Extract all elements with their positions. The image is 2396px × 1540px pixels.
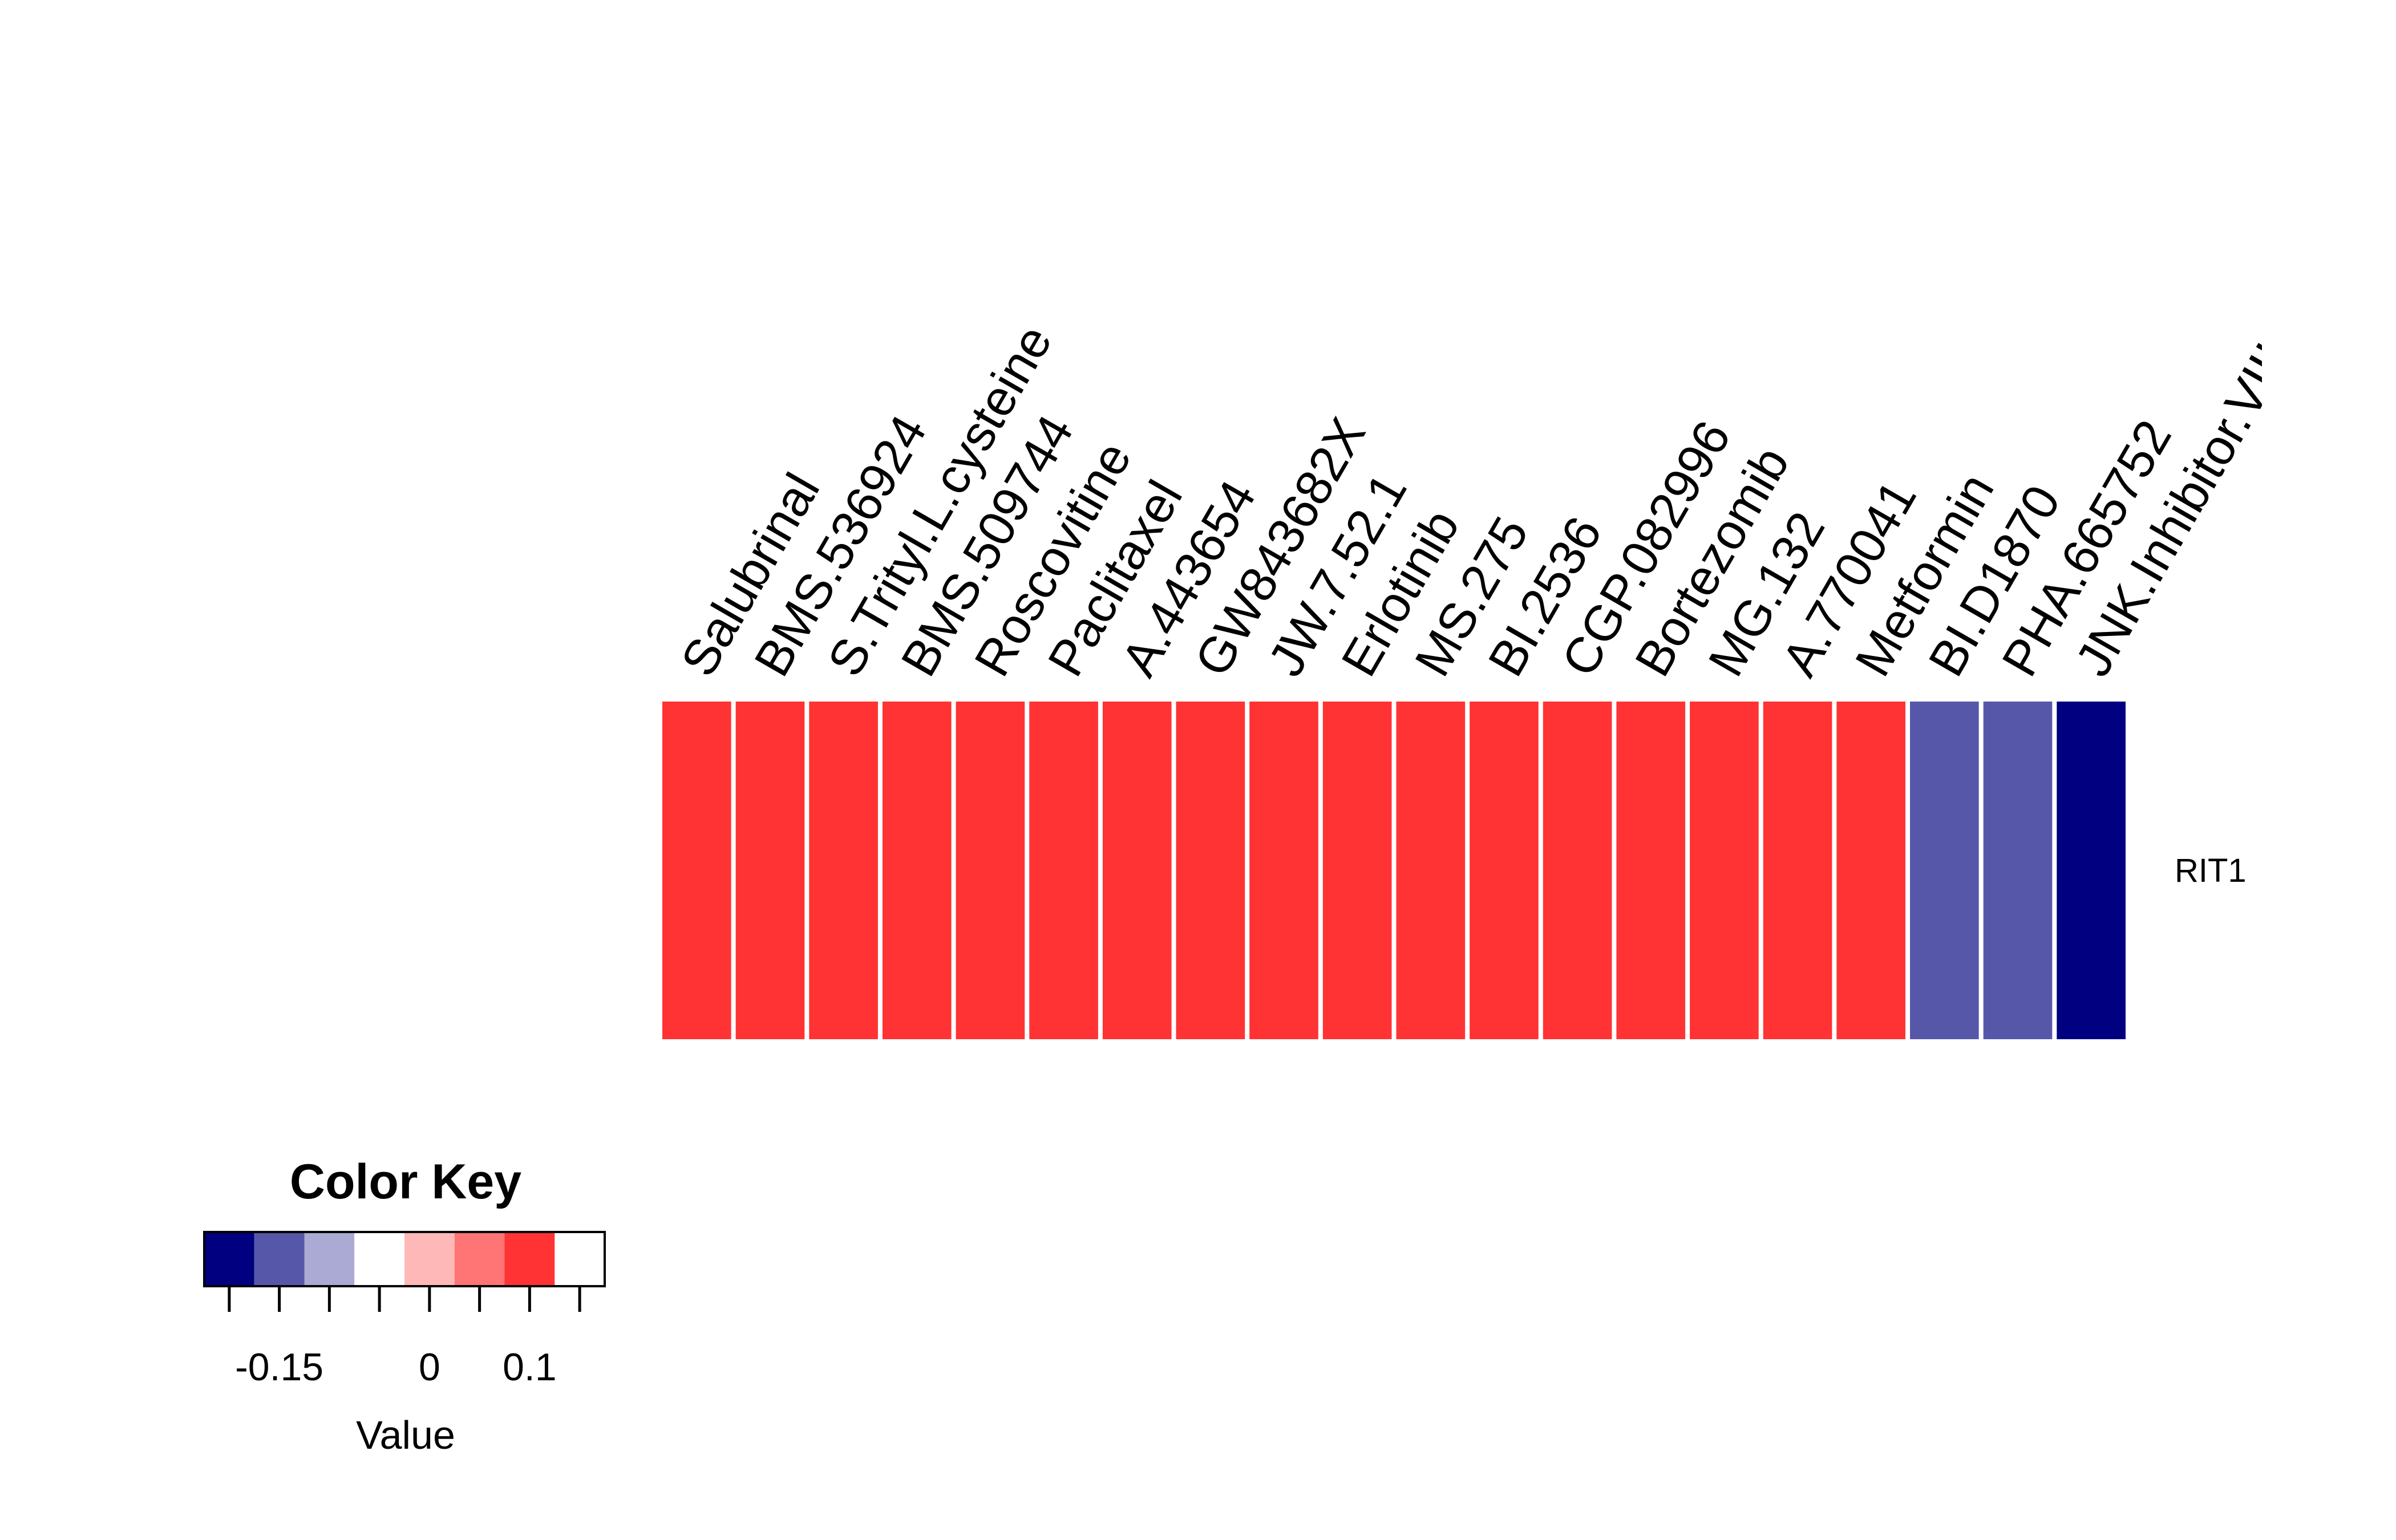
heatmap-cell bbox=[956, 702, 1025, 1039]
color-key-swatch bbox=[254, 1232, 305, 1286]
color-key-border bbox=[203, 1231, 606, 1287]
heatmap-cells bbox=[662, 702, 2126, 1039]
color-key-swatch bbox=[204, 1232, 254, 1286]
heatmap-cell bbox=[1616, 702, 1686, 1039]
heatmap-cell bbox=[662, 702, 731, 1039]
heatmap-cell bbox=[1910, 702, 1979, 1039]
color-key-swatch bbox=[404, 1232, 455, 1286]
color-key-tick-label: -0.15 bbox=[235, 1346, 323, 1389]
heatmap-cell bbox=[1763, 702, 1832, 1039]
heatmap-cell bbox=[1543, 702, 1612, 1039]
heatmap-cell bbox=[1690, 702, 1759, 1039]
heatmap-cell bbox=[1396, 702, 1466, 1039]
heatmap-cell bbox=[1102, 702, 1172, 1039]
color-key-tick-label: 0 bbox=[419, 1346, 440, 1389]
color-key: Color Key -0.15 0 0.1 Value bbox=[203, 1154, 606, 1457]
heatmap-cell bbox=[1836, 702, 1906, 1039]
heatmap-cell bbox=[1249, 702, 1318, 1039]
heatmap-cell bbox=[735, 702, 805, 1039]
heatmap-cell bbox=[809, 702, 878, 1039]
color-key-axis-label: Value bbox=[356, 1413, 455, 1457]
color-key-title: Color Key bbox=[290, 1154, 521, 1209]
row-label: RIT1 bbox=[2175, 852, 2247, 889]
color-key-tick-label: 0.1 bbox=[503, 1346, 557, 1389]
heatmap-cell bbox=[1029, 702, 1098, 1039]
color-key-swatches bbox=[204, 1232, 555, 1286]
color-key-tick-labels: -0.15 0 0.1 bbox=[235, 1346, 557, 1389]
heatmap-cell bbox=[1983, 702, 2053, 1039]
color-key-ticks bbox=[228, 1286, 581, 1312]
heatmap-cell bbox=[1470, 702, 1539, 1039]
row-labels: RIT1 bbox=[2175, 852, 2247, 889]
color-key-swatch bbox=[304, 1232, 355, 1286]
color-key-swatch bbox=[504, 1232, 555, 1286]
color-key-swatch bbox=[454, 1232, 505, 1286]
color-key-swatch bbox=[354, 1232, 404, 1286]
heatmap-cell bbox=[882, 702, 952, 1039]
heatmap-cell bbox=[2057, 702, 2126, 1039]
heatmap-cell bbox=[1176, 702, 1245, 1039]
heatmap-cell bbox=[1322, 702, 1392, 1039]
